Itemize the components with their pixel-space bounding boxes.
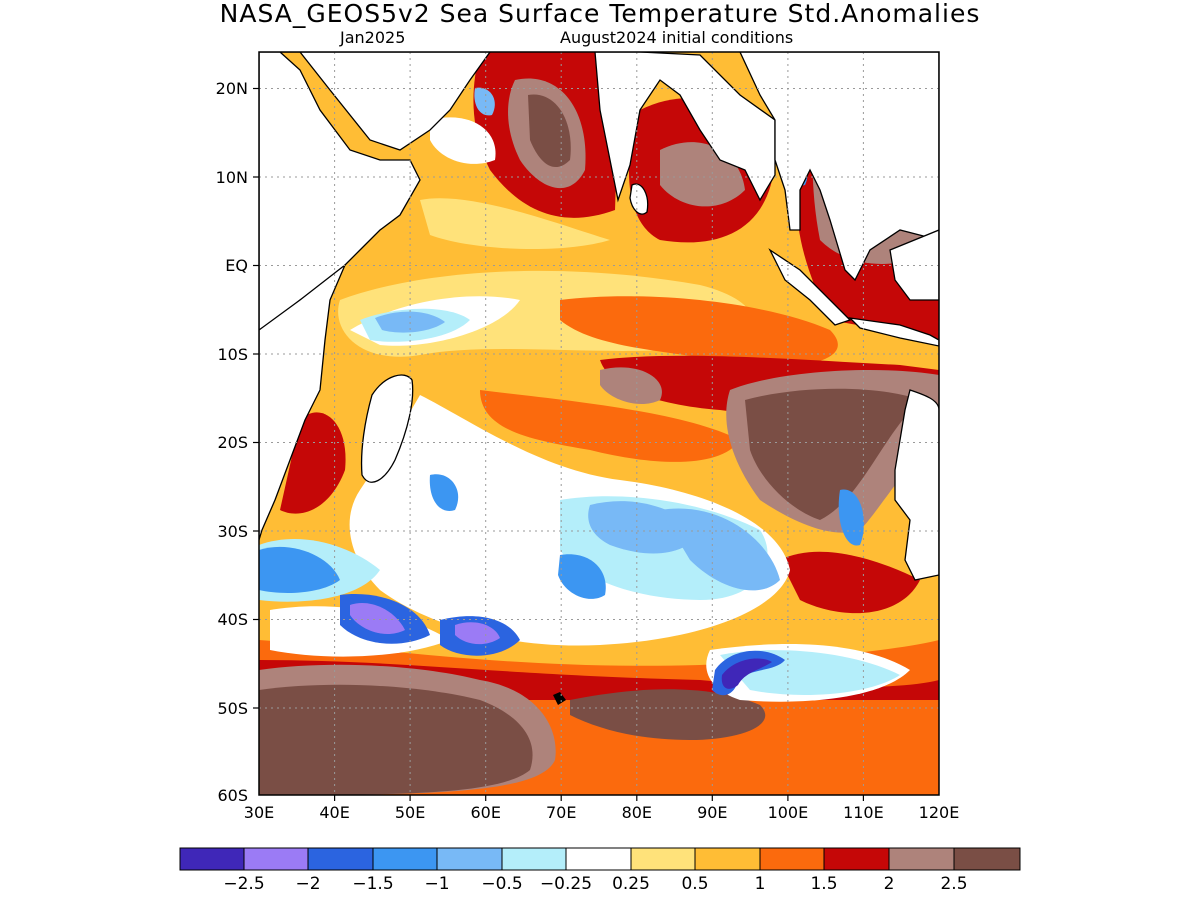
lat-tick-label: 20S bbox=[217, 433, 248, 452]
map-gridlines bbox=[259, 52, 939, 795]
java bbox=[848, 317, 939, 347]
anomaly-patch bbox=[528, 94, 571, 168]
map-field bbox=[259, 52, 939, 795]
colorbar-swatch bbox=[372, 847, 438, 871]
anomaly-patch bbox=[430, 117, 496, 164]
anomaly-patch bbox=[455, 622, 500, 645]
colorbar-swatch bbox=[436, 847, 503, 871]
colorbar-label: 0.25 bbox=[612, 874, 650, 894]
lon-tick-label: 70E bbox=[546, 803, 576, 822]
lon-tick-label: 60E bbox=[470, 803, 500, 822]
valid-month-label: Jan2025 bbox=[340, 28, 406, 47]
anomaly-patch bbox=[600, 367, 662, 405]
colorbar-swatch bbox=[823, 847, 890, 871]
initial-conditions-label: August2024 initial conditions bbox=[560, 28, 794, 47]
anomaly-patch bbox=[780, 551, 920, 614]
southeast-asia-landmass bbox=[739, 52, 939, 282]
deep-cold-anomaly bbox=[721, 658, 772, 689]
colorbar-label: 1.5 bbox=[810, 874, 837, 894]
lat-tick-label: 40S bbox=[217, 610, 248, 629]
colorbar-swatch bbox=[759, 847, 825, 871]
colorbar-label: −0.25 bbox=[540, 874, 592, 894]
anomaly-patch bbox=[420, 198, 610, 250]
anomaly-patch bbox=[838, 489, 864, 546]
madagascar bbox=[360, 374, 414, 483]
colorbar-swatch bbox=[565, 847, 632, 871]
colorbar-label: 2 bbox=[884, 874, 895, 894]
lat-tick-label: 10N bbox=[216, 168, 248, 187]
anomaly-patch bbox=[259, 546, 340, 593]
colorbar-swatch bbox=[307, 847, 374, 871]
colorbar-label: 2.5 bbox=[940, 874, 967, 894]
colorbar-swatch bbox=[243, 847, 309, 871]
colorbar-label: −2.5 bbox=[223, 874, 264, 894]
anomaly-patch bbox=[480, 390, 740, 462]
colorbar-swatch bbox=[888, 847, 955, 871]
anomaly-patch bbox=[660, 508, 780, 591]
colorbar: −2.5 −2 −1.5 −1 −0.5 −0.25 0.25 0.5 1 1.… bbox=[179, 847, 1021, 894]
lat-tick-label: 60S bbox=[217, 786, 248, 805]
lon-tick-label: 110E bbox=[843, 803, 884, 822]
colorbar-label: 0.5 bbox=[681, 874, 708, 894]
lon-tick-label: 90E bbox=[697, 803, 727, 822]
colorbar-label: −1.5 bbox=[352, 874, 393, 894]
anomaly-patch bbox=[429, 474, 459, 511]
colorbar-swatch bbox=[179, 847, 245, 871]
colorbar-label: −1 bbox=[424, 874, 449, 894]
colorbar-label: −2 bbox=[295, 874, 320, 894]
lon-tick-label: 50E bbox=[395, 803, 425, 822]
lat-tick-label: 50S bbox=[217, 699, 248, 718]
anomaly-patch bbox=[350, 602, 405, 635]
lat-tick-label: EQ bbox=[225, 256, 248, 275]
sri-lanka bbox=[629, 183, 649, 215]
colorbar-label: 1 bbox=[755, 874, 766, 894]
kerguelen-island bbox=[553, 692, 566, 705]
west-australia-brown bbox=[745, 388, 920, 520]
colorbar-swatch bbox=[694, 847, 761, 871]
colorbar-swatch bbox=[953, 847, 1021, 871]
anomaly-patch bbox=[570, 689, 766, 740]
map-frame bbox=[258, 51, 940, 796]
lon-tick-label: 120E bbox=[919, 803, 960, 822]
anomaly-patch bbox=[560, 296, 838, 366]
lat-tick-label: 20N bbox=[216, 79, 248, 98]
anomaly-patch bbox=[558, 554, 606, 599]
lon-tick-label: 30E bbox=[244, 803, 274, 822]
sumatra bbox=[768, 248, 852, 326]
anomaly-patch bbox=[474, 87, 495, 116]
lat-tick-label: 10S bbox=[217, 345, 248, 364]
colorbar-label: −0.5 bbox=[481, 874, 522, 894]
axis-ticks bbox=[253, 87, 865, 801]
lat-tick-label: 30S bbox=[217, 522, 248, 541]
lon-tick-label: 80E bbox=[622, 803, 652, 822]
southern-ocean-brown bbox=[259, 684, 533, 795]
colorbar-swatch bbox=[630, 847, 696, 871]
east-africa-coast bbox=[259, 264, 346, 541]
colorbar-swatch bbox=[501, 847, 567, 871]
map-title: NASA_GEOS5v2 Sea Surface Temperature Std… bbox=[219, 0, 981, 28]
lon-tick-label: 40E bbox=[319, 803, 349, 822]
lon-tick-label: 100E bbox=[768, 803, 809, 822]
